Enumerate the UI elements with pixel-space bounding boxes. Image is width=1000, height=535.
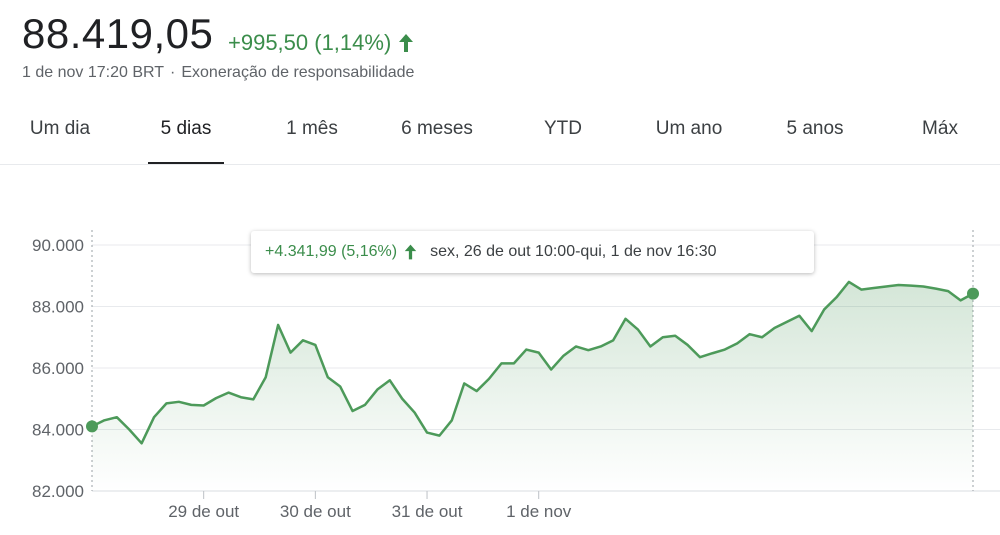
y-tick-label: 88.000 bbox=[32, 298, 84, 317]
arrow-up-icon bbox=[404, 244, 417, 260]
range-tabs: Um dia 5 dias 1 mês 6 meses YTD Um ano 5… bbox=[0, 102, 1000, 165]
tab-5-anos[interactable]: 5 anos bbox=[786, 118, 844, 139]
tab-max[interactable]: Máx bbox=[922, 118, 958, 139]
active-tab-indicator bbox=[148, 162, 224, 165]
price-change-value: +995,50 (1,14%) bbox=[228, 30, 392, 55]
price-chart[interactable]: 90.000 88.000 86.000 84.000 82.000 29 de out 3… bbox=[0, 166, 1000, 535]
y-tick-label: 84.000 bbox=[32, 421, 84, 440]
series-area bbox=[92, 281, 973, 491]
tab-um-ano[interactable]: Um ano bbox=[655, 118, 723, 139]
tab-um-dia[interactable]: Um dia bbox=[29, 118, 91, 139]
y-tick-label: 90.000 bbox=[32, 236, 84, 255]
timestamp: 1 de nov 17:20 BRT bbox=[22, 64, 165, 81]
start-point bbox=[86, 420, 98, 433]
tooltip-range: sex, 26 de out 10:00-qui, 1 de nov 16:30 bbox=[430, 243, 717, 260]
x-tick-label: 1 de nov bbox=[506, 502, 572, 521]
quote-meta: 1 de nov 17:20 BRT · Exoneração de respons… bbox=[22, 64, 414, 82]
tabs-divider bbox=[0, 164, 1000, 165]
disclaimer-link[interactable]: Exoneração de responsabilidade bbox=[181, 64, 415, 81]
tab-ytd[interactable]: YTD bbox=[544, 118, 582, 139]
tab-1-mes[interactable]: 1 mês bbox=[286, 118, 338, 139]
tab-6-meses[interactable]: 6 meses bbox=[401, 118, 473, 139]
end-point bbox=[967, 287, 979, 300]
tab-5-dias[interactable]: 5 dias bbox=[160, 118, 212, 139]
price-change: +995,50 (1,14%) bbox=[228, 30, 415, 56]
current-price: 88.419,05 bbox=[22, 10, 214, 57]
arrow-up-icon bbox=[399, 34, 414, 52]
x-tick-label: 29 de out bbox=[168, 502, 239, 521]
y-tick-label: 86.000 bbox=[32, 359, 84, 378]
range-tooltip: +4.341,99 (5,16%) sex, 26 de out 10:00-q… bbox=[251, 231, 814, 273]
x-tick-label: 30 de out bbox=[280, 502, 351, 521]
tooltip-change: +4.341,99 (5,16%) bbox=[265, 243, 398, 260]
series-line bbox=[91, 280, 974, 445]
x-tick-label: 31 de out bbox=[392, 502, 463, 521]
y-tick-label: 82.000 bbox=[32, 482, 84, 501]
meta-separator: · bbox=[170, 64, 176, 81]
